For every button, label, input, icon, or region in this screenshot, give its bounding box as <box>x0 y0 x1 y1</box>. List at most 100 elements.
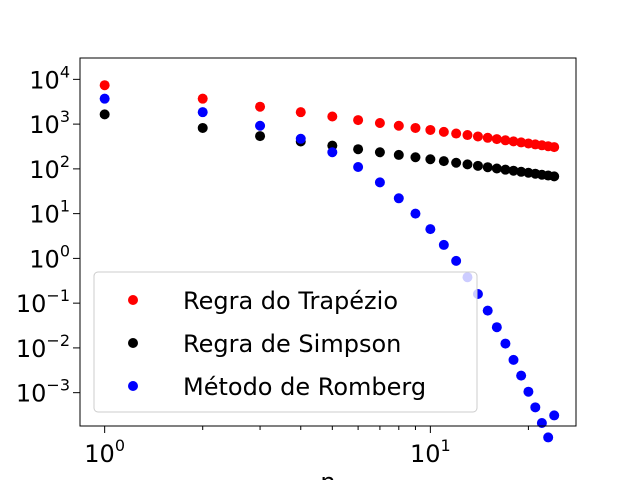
legend-label-0: Regra do Trapézio <box>183 287 398 315</box>
point-series-2-20 <box>530 402 541 413</box>
y-tick-exp-1: 3 <box>60 107 70 126</box>
point-series-1-11 <box>451 157 462 168</box>
point-series-2-9 <box>425 224 436 235</box>
point-series-1-0 <box>99 109 110 120</box>
y-tick-exp-6: −2 <box>46 331 70 350</box>
point-series-0-5 <box>353 115 364 126</box>
point-series-2-23 <box>549 410 560 421</box>
point-series-0-1 <box>197 93 208 104</box>
point-series-2-10 <box>438 239 449 250</box>
y-tick-base-3: 10 <box>29 201 60 229</box>
x-axis: 100 101 <box>84 426 529 468</box>
point-series-2-3 <box>295 133 306 144</box>
point-series-1-5 <box>353 144 364 155</box>
y-tick-exp-7: −3 <box>46 376 70 395</box>
y-tick-label-4: 100 <box>29 241 70 273</box>
point-series-2-19 <box>523 386 534 397</box>
y-tick-exp-3: 1 <box>60 197 70 216</box>
point-series-2-4 <box>327 147 338 158</box>
y-tick-exp-2: 2 <box>60 152 70 171</box>
legend-label-1: Regra de Simpson <box>183 330 401 358</box>
point-series-1-17 <box>508 165 519 176</box>
point-series-2-8 <box>410 208 421 219</box>
y-tick-label-7: 10−3 <box>16 376 70 408</box>
legend-marker-0 <box>128 295 138 305</box>
point-series-1-10 <box>438 156 449 167</box>
point-series-0-9 <box>425 124 436 135</box>
y-tick-label-2: 102 <box>29 152 70 184</box>
y-tick-exp-4: 0 <box>60 241 70 260</box>
x-tick-label-1: 101 <box>410 436 451 468</box>
point-series-0-4 <box>327 111 338 122</box>
point-series-0-17 <box>508 136 519 147</box>
point-series-0-2 <box>255 101 266 112</box>
point-series-2-5 <box>353 162 364 173</box>
point-series-2-18 <box>516 370 527 381</box>
point-series-1-15 <box>491 163 502 174</box>
y-tick-exp-0: 4 <box>60 62 70 81</box>
y-tick-base-6: 10 <box>16 335 47 363</box>
point-series-2-22 <box>543 432 554 443</box>
point-series-2-1 <box>197 107 208 118</box>
legend-marker-1 <box>128 338 138 348</box>
point-series-0-0 <box>99 80 110 91</box>
y-tick-label-0: 104 <box>29 62 70 94</box>
point-series-0-13 <box>472 131 483 142</box>
point-series-1-23 <box>549 171 560 182</box>
y-tick-base-7: 10 <box>16 380 47 408</box>
y-tick-label-6: 10−2 <box>16 331 70 363</box>
x-tick-label-0: 100 <box>84 436 125 468</box>
x-tick-exp-0: 0 <box>115 436 125 455</box>
x-tick-base-1: 10 <box>410 440 441 468</box>
x-axis-label: n <box>320 468 335 480</box>
point-series-0-14 <box>482 132 493 143</box>
legend-marker-2 <box>128 381 138 391</box>
point-series-1-16 <box>500 164 511 175</box>
y-tick-base-4: 10 <box>29 245 60 273</box>
point-series-2-17 <box>508 354 519 365</box>
legend: Regra do Trapézio Regra de Simpson Método … <box>93 271 478 413</box>
point-series-2-0 <box>99 93 110 104</box>
point-series-2-6 <box>374 177 385 188</box>
point-series-1-6 <box>374 147 385 158</box>
y-tick-base-1: 10 <box>29 111 60 139</box>
legend-box <box>93 271 478 413</box>
point-series-0-10 <box>438 126 449 137</box>
point-series-2-16 <box>500 338 511 349</box>
point-series-1-18 <box>516 166 527 177</box>
y-tick-label-5: 10−1 <box>16 286 70 318</box>
point-series-0-3 <box>295 107 306 118</box>
y-tick-label-3: 101 <box>29 197 70 229</box>
point-series-1-13 <box>472 160 483 171</box>
point-series-0-23 <box>549 142 560 153</box>
y-tick-exp-5: −1 <box>46 286 70 305</box>
y-tick-label-1: 103 <box>29 107 70 139</box>
point-series-0-7 <box>393 120 404 131</box>
y-tick-base-0: 10 <box>29 66 60 94</box>
point-series-1-9 <box>425 154 436 165</box>
legend-label-2: Método de Romberg <box>183 373 426 401</box>
plot-frame <box>79 57 577 427</box>
point-series-1-7 <box>393 149 404 160</box>
y-tick-base-2: 10 <box>29 156 60 184</box>
point-series-2-2 <box>255 120 266 131</box>
point-series-2-11 <box>451 255 462 266</box>
point-series-1-12 <box>462 159 473 170</box>
point-series-1-1 <box>197 122 208 133</box>
point-series-2-14 <box>482 305 493 316</box>
point-series-1-14 <box>482 162 493 173</box>
x-tick-base-0: 10 <box>84 440 115 468</box>
point-series-2-7 <box>393 193 404 204</box>
point-series-1-2 <box>255 131 266 142</box>
point-series-0-15 <box>491 134 502 145</box>
point-series-0-8 <box>410 122 421 133</box>
point-series-0-6 <box>374 117 385 128</box>
point-series-0-16 <box>500 135 511 146</box>
y-tick-base-5: 10 <box>16 290 47 318</box>
point-series-2-15 <box>491 322 502 333</box>
point-series-0-11 <box>451 128 462 139</box>
x-tick-exp-1: 1 <box>441 436 451 455</box>
point-series-1-8 <box>410 152 421 163</box>
